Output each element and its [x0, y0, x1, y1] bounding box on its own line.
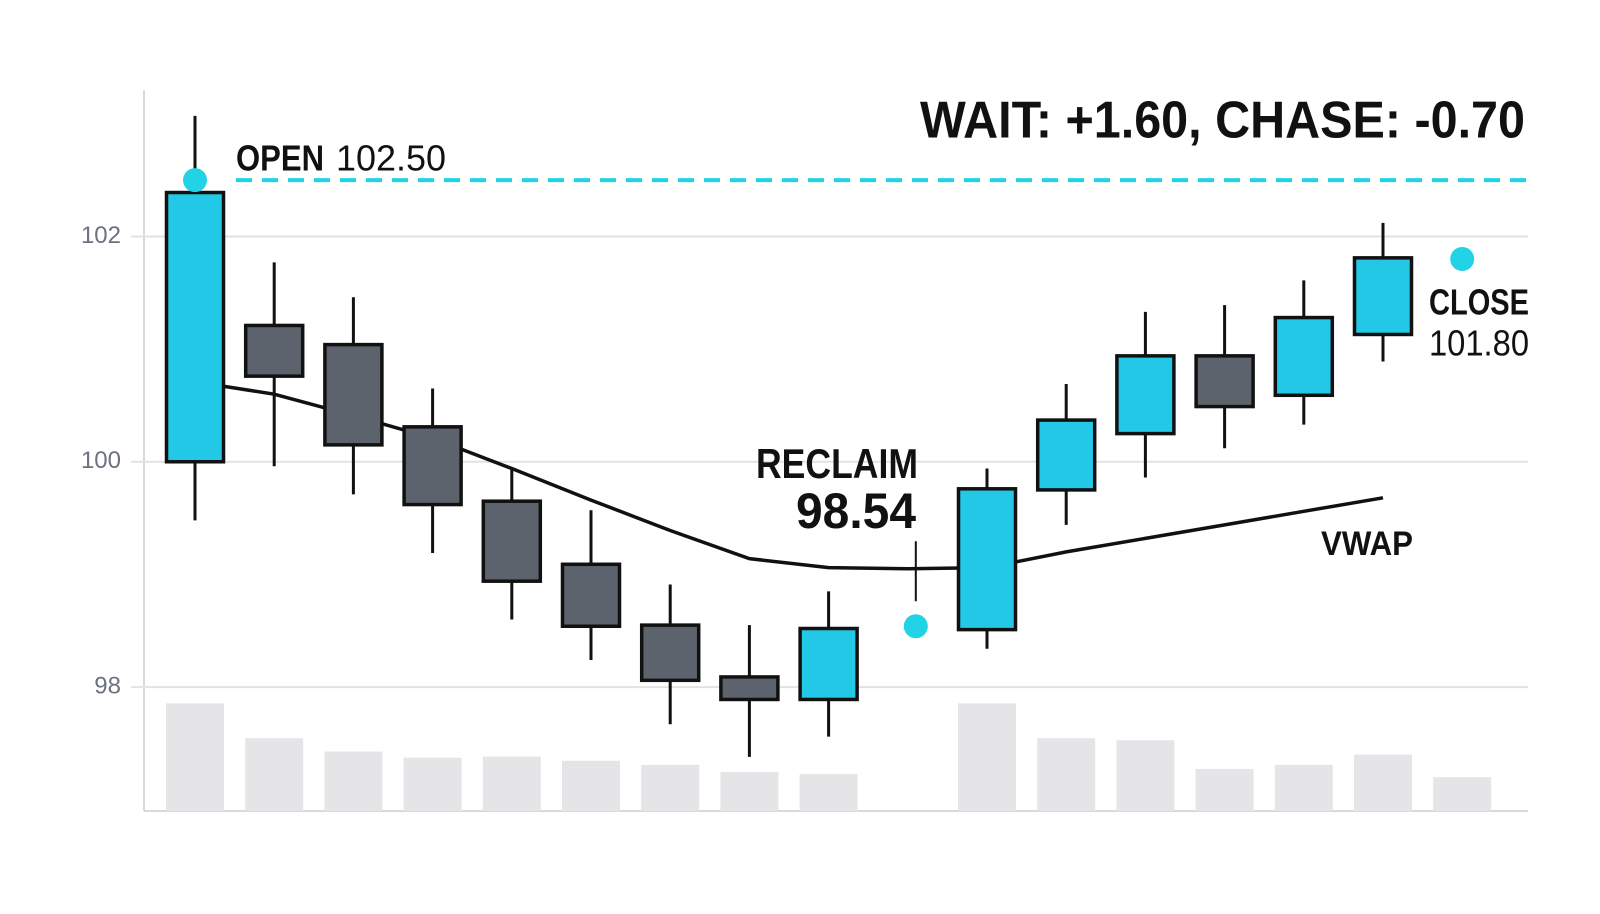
candle-body — [560, 562, 622, 628]
chart-title: WAIT: +1.60, CHASE: -0.70 — [920, 92, 1525, 150]
volume-bar — [403, 757, 462, 811]
candle-body — [323, 342, 384, 447]
volume-bar — [1037, 738, 1096, 811]
volume-bar — [1433, 777, 1492, 811]
candle-body — [164, 190, 226, 464]
candle-body — [402, 425, 463, 507]
marker-name: CLOSE — [1429, 282, 1529, 323]
candle — [1035, 384, 1097, 525]
marker-name: RECLAIM — [756, 440, 918, 487]
volume-bar — [720, 772, 779, 811]
candle-body — [1035, 418, 1097, 492]
candle-body — [719, 675, 780, 702]
candle — [402, 388, 463, 554]
volume-bar — [1116, 740, 1175, 811]
marker-value: 101.80 — [1429, 323, 1529, 364]
candle — [639, 584, 701, 725]
volume-bar — [958, 703, 1016, 811]
candle — [719, 625, 780, 757]
volume-bar — [482, 756, 541, 811]
volume-bar — [1354, 754, 1412, 811]
candle-body — [1352, 256, 1414, 337]
volume-bar — [1274, 764, 1333, 811]
volume-bar — [324, 751, 383, 811]
marker-name: OPEN — [236, 138, 324, 179]
vwap-line — [194, 380, 1384, 571]
candle — [560, 510, 622, 661]
candle-body — [798, 626, 859, 702]
volume-bar — [799, 774, 858, 811]
marker-value: 102.50 — [336, 138, 446, 179]
volume-bar — [562, 760, 620, 811]
volume-bar — [1195, 768, 1254, 811]
candle-body — [1194, 354, 1255, 409]
marker-dot — [183, 168, 207, 193]
candle — [323, 297, 384, 495]
candle-body — [1273, 315, 1335, 398]
y-tick-label: 98 — [94, 672, 121, 699]
candle-body — [481, 499, 543, 583]
candle-body — [1115, 354, 1176, 436]
candle — [1352, 222, 1414, 362]
candle — [1194, 305, 1255, 449]
candle — [798, 591, 859, 737]
candle — [243, 262, 305, 467]
candle — [481, 468, 543, 620]
candle — [164, 115, 226, 521]
candle-body — [956, 487, 1018, 632]
vwap-label: VWAP — [1321, 525, 1413, 563]
candle-body — [243, 323, 305, 378]
volume-bar — [245, 738, 304, 811]
candle — [1115, 311, 1176, 478]
y-tick-label: 102 — [81, 222, 121, 249]
marker-dot — [903, 614, 928, 639]
marker-dot — [1450, 246, 1475, 271]
volume-bar — [641, 764, 700, 811]
candle — [956, 468, 1018, 649]
candle-body — [639, 623, 701, 683]
candle — [1273, 280, 1335, 425]
y-tick-label: 100 — [81, 447, 121, 474]
volume-bar — [166, 703, 224, 811]
marker-value: 98.54 — [796, 483, 916, 539]
